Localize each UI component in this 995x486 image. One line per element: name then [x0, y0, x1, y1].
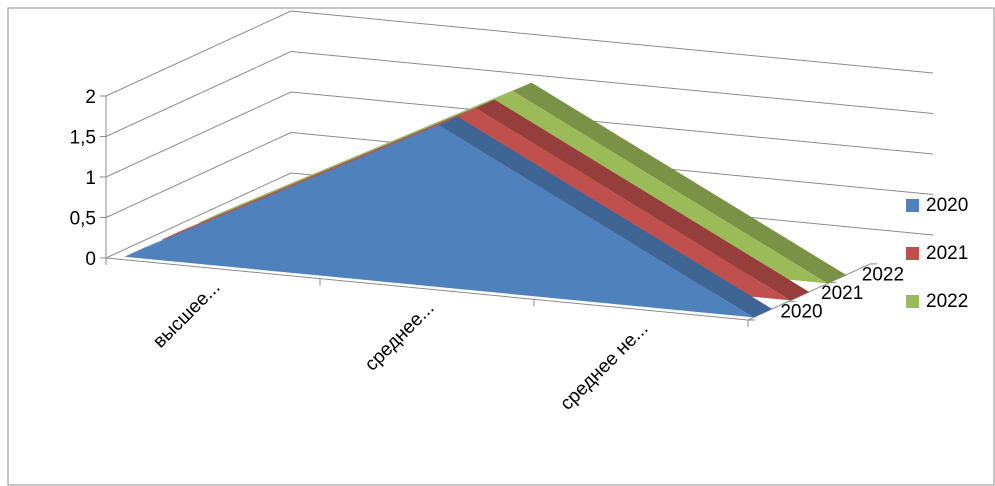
- area-top-face: [439, 116, 772, 318]
- depth-tick-label: 2020: [780, 302, 822, 323]
- legend-swatch: [906, 199, 919, 212]
- y-tick-label: 1: [85, 168, 96, 189]
- y-tick-label: 2: [85, 87, 96, 108]
- legend-swatch: [906, 247, 919, 260]
- back-gridline: [290, 91, 934, 155]
- area-top-face: [198, 82, 532, 223]
- floor: [105, 257, 871, 321]
- depth-tick-label: 2022: [862, 264, 904, 285]
- back-gridline: [290, 51, 934, 114]
- left-wall: [105, 10, 292, 259]
- x-axis-line: [105, 257, 749, 321]
- legend: 2020 2021 2022: [906, 195, 968, 312]
- depth-tick-label: 2021: [821, 283, 863, 304]
- side-gridline: [105, 91, 292, 178]
- legend-swatch: [906, 295, 919, 308]
- legend-label: 2022: [926, 291, 968, 312]
- area-top-face: [161, 99, 495, 240]
- side-gridline: [105, 51, 292, 137]
- depth-axis-line: [747, 263, 871, 321]
- side-gridline: [105, 10, 292, 97]
- area-top-face: [513, 82, 846, 284]
- area-front-face: [124, 125, 754, 318]
- side-gridline: [105, 172, 292, 259]
- y-tick-label: 0: [85, 249, 96, 270]
- side-gridline: [105, 132, 292, 218]
- area-top-face: [124, 116, 458, 257]
- y-tick-label: 1,5: [70, 128, 96, 149]
- series-2020: [124, 116, 772, 318]
- legend-label: 2020: [926, 195, 968, 216]
- y-tick-label: 0,5: [70, 209, 96, 230]
- series-layer: [124, 82, 846, 318]
- back-gridline: [290, 10, 934, 74]
- legend-label: 2021: [926, 243, 968, 264]
- y-axis: 0 0,5 1 1,5 2: [70, 87, 106, 270]
- area-top-face: [476, 99, 809, 301]
